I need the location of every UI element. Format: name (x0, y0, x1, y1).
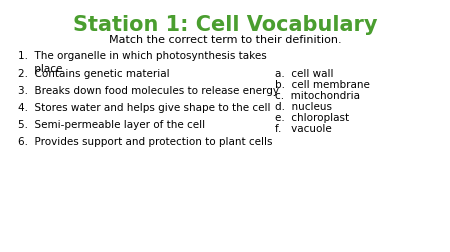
Text: 3.  Breaks down food molecules to release energy: 3. Breaks down food molecules to release… (18, 86, 279, 96)
Text: d.  nucleus: d. nucleus (275, 102, 332, 112)
Text: 1.  The organelle in which photosynthesis takes
     place: 1. The organelle in which photosynthesis… (18, 51, 267, 74)
Text: Match the correct term to their definition.: Match the correct term to their definiti… (109, 35, 341, 45)
Text: f.   vacuole: f. vacuole (275, 123, 332, 134)
Text: a.  cell wall: a. cell wall (275, 69, 333, 79)
Text: b.  cell membrane: b. cell membrane (275, 80, 370, 90)
Text: e.  chloroplast: e. chloroplast (275, 113, 349, 122)
Text: c.  mitochondria: c. mitochondria (275, 91, 360, 101)
Text: Station 1: Cell Vocabulary: Station 1: Cell Vocabulary (73, 15, 377, 35)
Text: 4.  Stores water and helps give shape to the cell: 4. Stores water and helps give shape to … (18, 103, 270, 113)
Text: 5.  Semi-permeable layer of the cell: 5. Semi-permeable layer of the cell (18, 119, 205, 130)
Text: 2.  Contains genetic material: 2. Contains genetic material (18, 69, 170, 79)
Text: 6.  Provides support and protection to plant cells: 6. Provides support and protection to pl… (18, 137, 273, 146)
